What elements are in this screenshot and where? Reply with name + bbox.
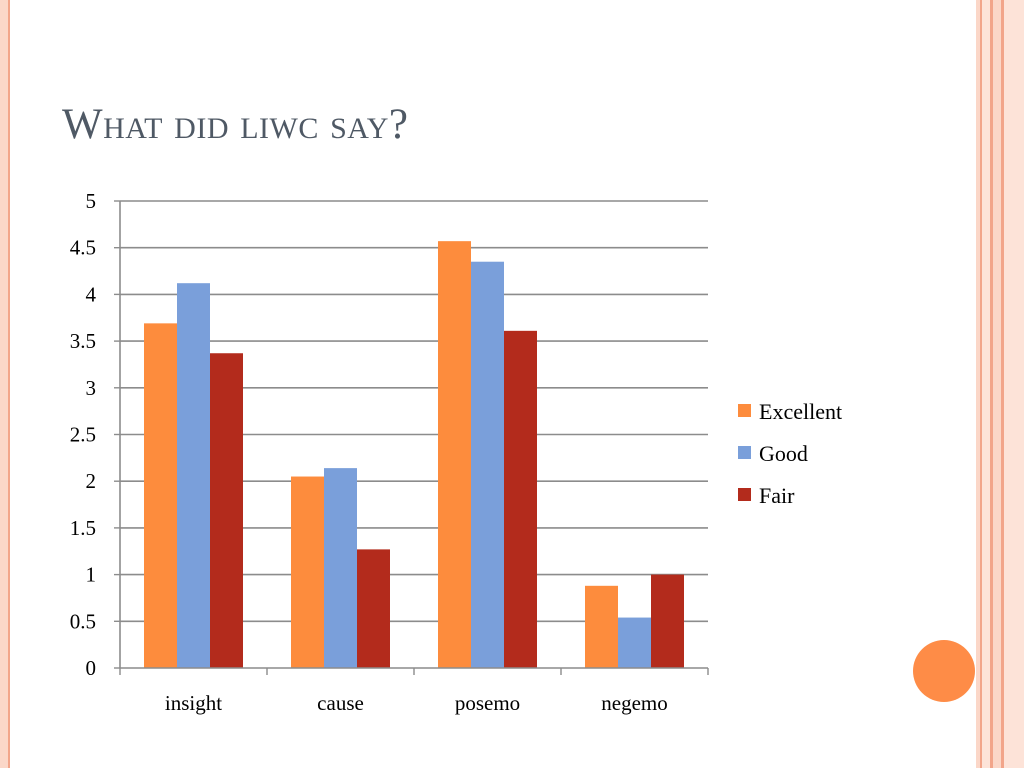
bar-fair-insight [210,353,243,668]
y-tick-label: 2 [86,469,97,493]
x-tick-label: cause [317,691,364,715]
bar-good-negemo [618,617,651,668]
bar-fair-negemo [651,574,684,668]
x-tick-label: negemo [601,691,667,715]
right-decorative-stripes [976,0,1024,768]
bar-good-cause [324,468,357,668]
bar-fair-cause [357,549,390,668]
y-tick-label: 0.5 [70,609,96,633]
axes: 0 0.5 1 1.5 2 2.5 3 3.5 4 4.5 5 insight cause posemo n… [70,189,709,715]
y-tick-label: 1.5 [70,516,96,540]
legend-label-fair: Fair [759,483,795,508]
legend-swatch-excellent [738,404,751,417]
bar-good-posemo [471,261,504,668]
x-tick-label: insight [165,691,222,715]
bar-excellent-posemo [438,241,471,669]
y-tick-label: 4.5 [70,236,96,260]
y-tick-label: 4 [86,282,97,306]
legend-label-excellent: Excellent [759,399,842,424]
bar-excellent-cause [291,476,324,668]
decorative-orange-circle [913,640,975,702]
legend-swatch-fair [738,488,751,501]
bars [144,241,684,669]
y-tick-label: 1 [86,563,97,587]
bar-excellent-insight [144,323,177,668]
bar-excellent-negemo [585,585,618,668]
slide-title: What did liwc say? [62,101,409,148]
x-tick-label: posemo [455,691,520,715]
y-tick-label: 5 [86,189,97,213]
left-border [0,0,10,768]
bar-good-insight [177,283,210,668]
left-border-line [8,0,10,768]
legend: Excellent Good Fair [738,399,842,508]
bar-fair-posemo [504,330,537,668]
legend-label-good: Good [759,441,808,466]
y-tick-label: 3 [86,376,97,400]
y-tick-label: 3.5 [70,329,96,353]
y-tick-label: 0 [86,656,97,680]
legend-swatch-good [738,446,751,459]
y-tick-label: 2.5 [70,423,96,447]
